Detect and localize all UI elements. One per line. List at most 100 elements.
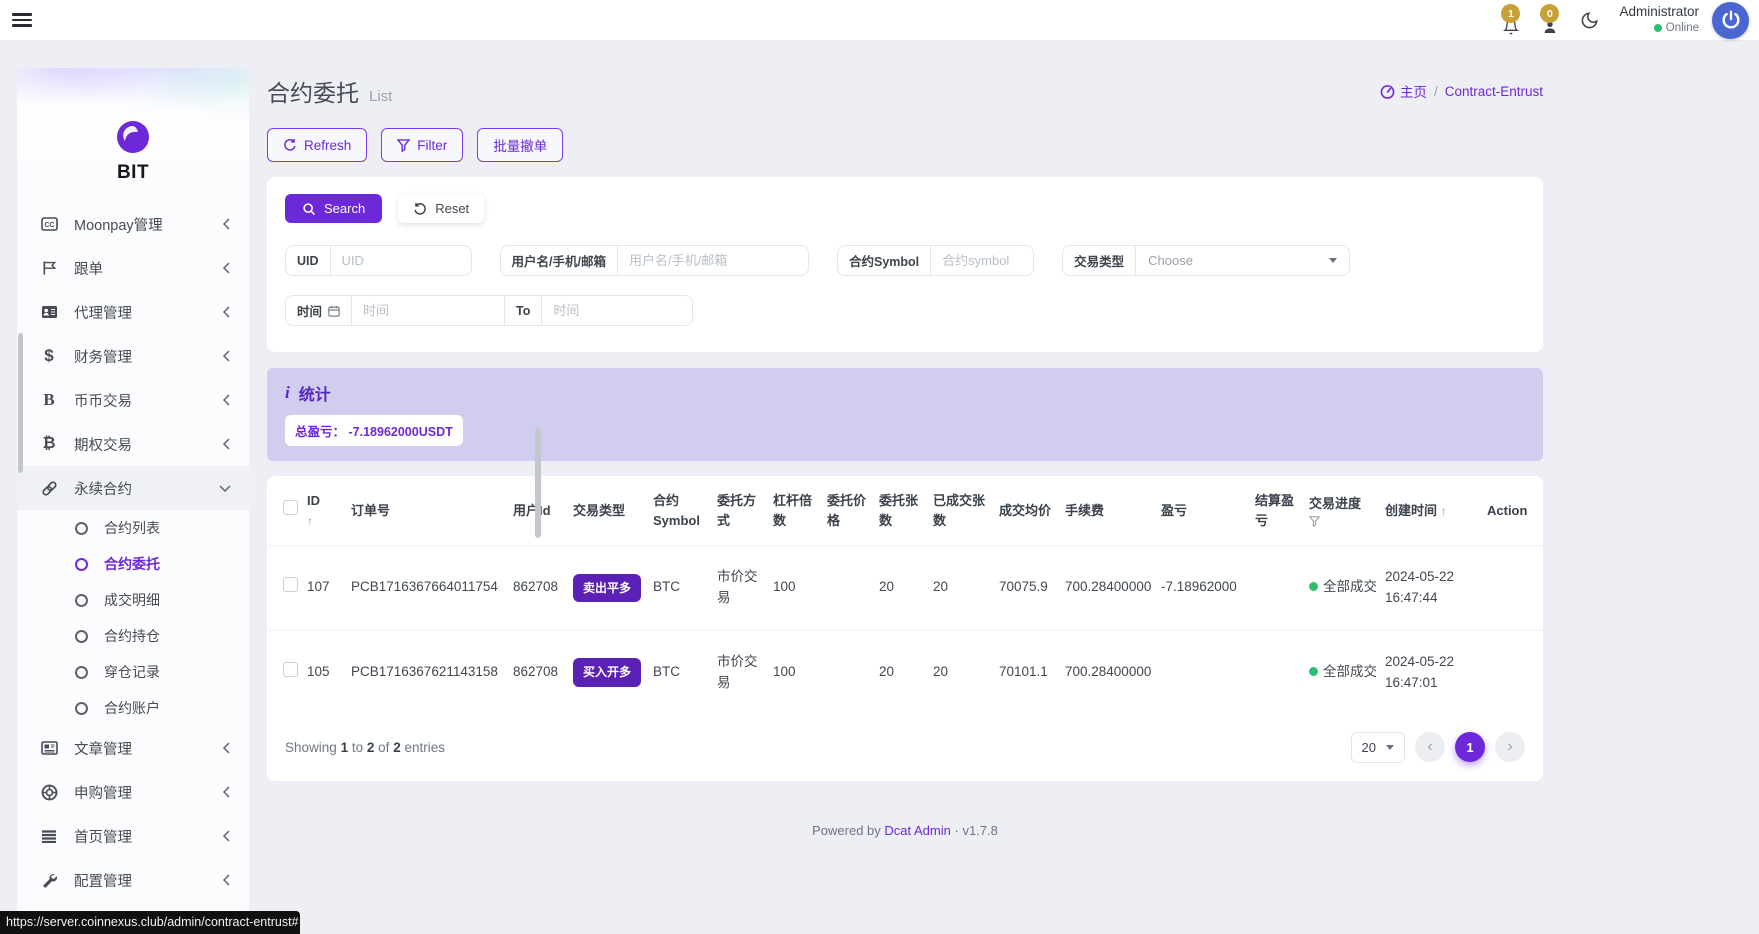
sidebar-item-subscription[interactable]: 申购管理: [17, 770, 249, 814]
dcat-admin-link[interactable]: Dcat Admin: [884, 823, 951, 838]
sidebar-item-config[interactable]: 配置管理: [17, 858, 249, 902]
column-avg-price: 成交均价: [999, 502, 1052, 518]
time-from-input[interactable]: [352, 296, 505, 325]
user-notification-button[interactable]: 0: [1537, 4, 1563, 36]
radio-icon: [75, 629, 88, 643]
user-field-group: 用户名/手机/邮箱: [499, 245, 809, 276]
cell-fee: 700.28400000: [1065, 545, 1161, 631]
sidebar-subitem-contract-list[interactable]: 合约列表: [17, 510, 249, 546]
table-row: 105 PCB1716367621143158 862708 买入开多 BTC …: [267, 629, 1543, 715]
user-info: Administrator Online: [1619, 4, 1699, 35]
symbol-label: 合约Symbol: [838, 246, 932, 275]
column-created-at[interactable]: 创建时间 ↑: [1385, 502, 1447, 518]
cell-created-at: 2024-05-22 16:47:44: [1385, 545, 1487, 631]
sidebar-item-homepage[interactable]: 首页管理: [17, 814, 249, 858]
reset-button[interactable]: Reset: [398, 194, 485, 223]
filter-panel: Search Reset UID 用户名/手机/邮箱 合约Symbol: [267, 177, 1543, 352]
column-trade-type: 交易类型: [573, 502, 626, 518]
sidebar-item-options-trade[interactable]: ₿ 期权交易: [17, 422, 249, 466]
sidebar-subitem-trade-detail[interactable]: 成交明细: [17, 582, 249, 618]
cell-entrust-mode: 市价交易: [717, 629, 773, 715]
dark-mode-toggle[interactable]: [1576, 7, 1602, 33]
uid-input[interactable]: [330, 246, 471, 275]
column-symbol: 合约Symbol: [653, 493, 700, 528]
prev-page-button[interactable]: ‹: [1415, 732, 1445, 763]
notification-bell-button[interactable]: 1: [1498, 4, 1524, 36]
caret-down-icon: [1386, 744, 1394, 750]
sort-asc-icon[interactable]: ↑: [1440, 503, 1447, 518]
user-input[interactable]: [617, 246, 808, 275]
main-content: 合约委托 List 主页 / Contract-Entrust Refresh F…: [267, 68, 1543, 934]
sidebar-item-moonpay[interactable]: CC Moonpay管理: [17, 202, 249, 246]
table-header-row: ID ↑ 订单号 用户Id 交易类型 合约Symbol 委托方式 杠杆倍数 委托价…: [267, 476, 1543, 546]
column-entrust-price: 委托价格: [827, 493, 867, 528]
symbol-input[interactable]: [931, 246, 1034, 275]
sidebar-menu: CC Moonpay管理 跟单 代理管理 $ 财务管理 B 币币交易: [17, 202, 249, 934]
breadcrumb: 主页 / Contract-Entrust: [1380, 81, 1543, 101]
power-logo-icon: [1721, 10, 1740, 29]
per-page-select[interactable]: 20: [1350, 731, 1405, 763]
sort-asc-icon[interactable]: ↑: [307, 513, 313, 528]
radio-icon: [75, 521, 88, 535]
refresh-button[interactable]: Refresh: [267, 128, 368, 162]
avatar[interactable]: [1712, 1, 1749, 39]
newspaper-icon: [39, 741, 59, 755]
user-name: Administrator: [1619, 4, 1699, 20]
sidebar-subitem-contract-position[interactable]: 合约持仓: [17, 618, 249, 654]
cell-user-id: 862708: [513, 545, 573, 631]
top-navbar: 1 0 Administrator Online: [0, 0, 1759, 41]
column-filter-funnel-icon[interactable]: [1309, 516, 1320, 528]
bold-b-icon: B: [43, 390, 55, 409]
cell-fee: 700.28400000: [1065, 629, 1161, 715]
column-id[interactable]: ID ↑: [307, 493, 320, 528]
next-page-button[interactable]: ›: [1495, 732, 1525, 763]
batch-cancel-button[interactable]: 批量撤单: [477, 128, 564, 162]
sidebar-item-copy-trade[interactable]: 跟单: [17, 246, 249, 290]
page-1-button[interactable]: 1: [1455, 732, 1485, 763]
cell-settle-pnl: [1255, 545, 1309, 631]
cell-entrust-mode: 市价交易: [717, 545, 773, 631]
chevron-down-icon: [219, 484, 231, 493]
sidebar-item-finance[interactable]: $ 财务管理: [17, 334, 249, 378]
time-to-input[interactable]: [542, 296, 693, 325]
sidebar-item-article[interactable]: 文章管理: [17, 726, 249, 770]
chevron-left-icon: [222, 306, 231, 318]
chevron-left-icon: [222, 874, 231, 886]
column-entrust-mode: 委托方式: [717, 493, 757, 528]
sidebar-item-agent[interactable]: 代理管理: [17, 290, 249, 334]
cell-entrust-count: 20: [879, 629, 933, 715]
bell-badge: 1: [1501, 4, 1521, 23]
sidebar-scrollbar-thumb[interactable]: [18, 333, 23, 473]
pagination: 20 ‹ 1 ›: [1350, 731, 1525, 763]
trade-type-field-group: 交易类型 Choose: [1062, 245, 1351, 276]
breadcrumb-home-link[interactable]: 主页: [1380, 81, 1427, 101]
hamburger-menu-icon[interactable]: [12, 13, 32, 27]
chevron-left-icon: [222, 742, 231, 754]
select-all-checkbox[interactable]: [283, 500, 298, 516]
filter-button[interactable]: Filter: [381, 128, 464, 162]
content-scrollbar-thumb[interactable]: [535, 428, 541, 538]
sidebar-subitem-liquidation-record[interactable]: 穿仓记录: [17, 654, 249, 690]
cell-filled-count: 20: [933, 545, 999, 631]
online-status-dot: [1653, 24, 1662, 33]
cell-filled-count: 20: [933, 629, 999, 715]
sidebar-item-spot-trade[interactable]: B 币币交易: [17, 378, 249, 422]
filled-status-dot: [1309, 667, 1318, 677]
trade-type-select[interactable]: Choose: [1136, 246, 1349, 275]
row-checkbox[interactable]: [283, 576, 298, 592]
sidebar-subitem-contract-entrust[interactable]: 合约委托: [17, 546, 249, 582]
cell-avg-price: 70101.1: [999, 629, 1065, 715]
breadcrumb-separator: /: [1433, 83, 1438, 99]
id-card-icon: [39, 305, 59, 319]
cell-entrust-price: [827, 629, 879, 715]
search-button[interactable]: Search: [285, 194, 383, 223]
row-checkbox[interactable]: [283, 661, 298, 677]
sidebar: BIT CC Moonpay管理 跟单 代理管理 $ 财务管理: [17, 68, 249, 934]
cc-icon: CC: [39, 217, 59, 231]
user-badge: 0: [1540, 4, 1560, 23]
cell-entrust-price: [827, 545, 879, 631]
sidebar-subitem-contract-account[interactable]: 合约账户: [17, 690, 249, 726]
sidebar-item-perpetual-contract[interactable]: 永续合约: [17, 466, 249, 510]
cell-order-no: PCB1716367621143158: [351, 629, 513, 715]
cell-symbol: BTC: [653, 545, 717, 631]
